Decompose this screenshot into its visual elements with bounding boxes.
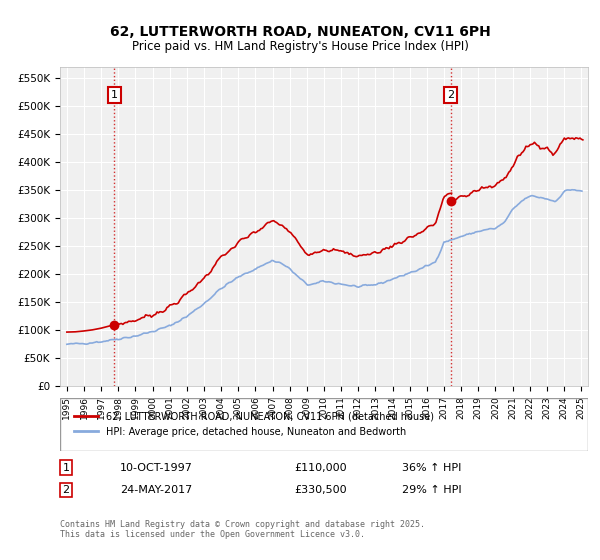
- Text: 1: 1: [111, 90, 118, 100]
- Text: Contains HM Land Registry data © Crown copyright and database right 2025.
This d: Contains HM Land Registry data © Crown c…: [60, 520, 425, 539]
- Text: 29% ↑ HPI: 29% ↑ HPI: [402, 485, 461, 495]
- Text: 2: 2: [62, 485, 70, 495]
- Text: Price paid vs. HM Land Registry's House Price Index (HPI): Price paid vs. HM Land Registry's House …: [131, 40, 469, 53]
- Text: 24-MAY-2017: 24-MAY-2017: [120, 485, 192, 495]
- Text: 36% ↑ HPI: 36% ↑ HPI: [402, 463, 461, 473]
- Legend: 62, LUTTERWORTH ROAD, NUNEATON, CV11 6PH (detached house), HPI: Average price, d: 62, LUTTERWORTH ROAD, NUNEATON, CV11 6PH…: [70, 408, 438, 441]
- Text: 62, LUTTERWORTH ROAD, NUNEATON, CV11 6PH: 62, LUTTERWORTH ROAD, NUNEATON, CV11 6PH: [110, 25, 490, 39]
- Text: £330,500: £330,500: [294, 485, 347, 495]
- Text: £110,000: £110,000: [294, 463, 347, 473]
- Text: 10-OCT-1997: 10-OCT-1997: [120, 463, 193, 473]
- Text: 1: 1: [62, 463, 70, 473]
- Point: [110, 320, 119, 329]
- Text: 2: 2: [447, 90, 454, 100]
- Point: [446, 197, 455, 206]
